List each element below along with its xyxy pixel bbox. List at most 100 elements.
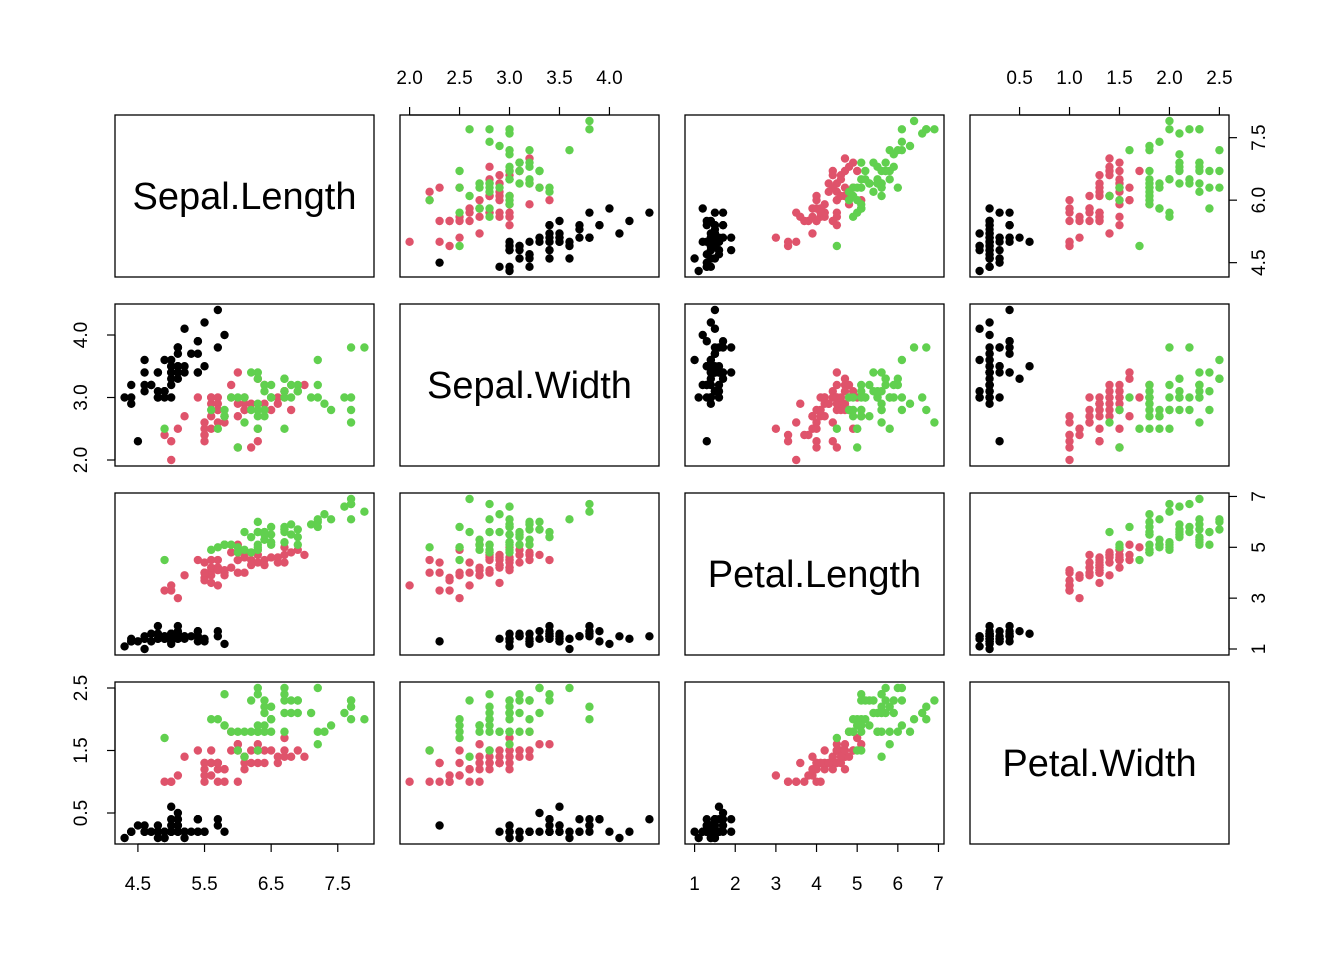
data-point: [253, 758, 263, 768]
data-point: [435, 777, 444, 786]
data-point: [300, 380, 309, 390]
data-point: [280, 727, 289, 736]
tick-label: 5: [852, 874, 863, 895]
data-point: [525, 200, 534, 209]
data-point: [922, 405, 931, 415]
data-point: [525, 752, 534, 761]
data-point: [160, 777, 169, 786]
data-point: [346, 515, 356, 524]
data-point: [718, 208, 728, 217]
y-axis-Petal.Width-left: 0.5 1.5 2.5: [71, 675, 116, 826]
data-point: [857, 200, 866, 209]
data-point: [206, 405, 216, 415]
data-point: [200, 430, 209, 440]
data-point: [889, 162, 898, 172]
data-point: [800, 216, 809, 226]
data-point: [1065, 418, 1074, 427]
data-point: [726, 827, 736, 836]
data-point: [495, 727, 504, 736]
data-point: [575, 815, 584, 824]
data-point: [1145, 393, 1154, 402]
data-point: [1155, 204, 1164, 213]
data-point: [995, 245, 1004, 255]
data-point: [1215, 145, 1224, 155]
data-point: [246, 560, 256, 570]
data-point: [893, 374, 903, 383]
data-point: [213, 399, 223, 408]
data-point: [313, 727, 322, 736]
data-point: [1025, 629, 1034, 638]
data-point: [253, 399, 263, 408]
data-point: [465, 752, 474, 761]
data-point: [120, 642, 129, 651]
data-point: [1195, 520, 1204, 529]
data-point: [340, 502, 349, 511]
data-point: [226, 563, 236, 572]
data-point: [905, 727, 915, 736]
data-point: [300, 550, 309, 560]
data-point: [812, 437, 821, 446]
data-point: [840, 154, 850, 163]
data-point: [505, 708, 514, 718]
data-point: [545, 690, 554, 699]
tick-label: 4.0: [71, 322, 92, 348]
data-point: [1165, 212, 1174, 222]
data-point: [1175, 374, 1184, 383]
data-point: [240, 553, 249, 562]
data-point: [495, 262, 504, 272]
data-point: [1105, 191, 1114, 201]
tick-label: 1: [1249, 644, 1270, 655]
data-point: [844, 380, 854, 390]
data-point: [240, 758, 249, 768]
data-point: [869, 708, 878, 718]
data-point: [206, 412, 216, 421]
data-point: [485, 540, 494, 549]
data-point: [710, 208, 720, 217]
data-point: [1145, 510, 1154, 519]
data-point: [1065, 565, 1074, 575]
data-point: [160, 355, 169, 365]
data-point: [226, 380, 236, 390]
data-point: [1205, 405, 1214, 415]
data-point: [495, 634, 504, 644]
data-point: [505, 237, 514, 247]
data-point: [180, 833, 189, 843]
data-point: [918, 393, 927, 402]
data-point: [200, 424, 209, 433]
data-point: [485, 212, 494, 222]
data-point: [193, 368, 203, 377]
data-point: [836, 758, 846, 768]
data-point: [286, 752, 296, 761]
data-point: [1105, 229, 1114, 238]
data-point: [193, 349, 203, 358]
data-point: [800, 777, 809, 786]
data-point: [455, 233, 464, 242]
data-point: [824, 758, 833, 768]
data-point: [575, 827, 584, 836]
data-point: [702, 262, 711, 272]
data-point: [585, 815, 594, 824]
data-point: [909, 116, 919, 126]
data-point: [1155, 183, 1164, 192]
data-point: [1175, 179, 1184, 188]
data-point: [922, 702, 931, 711]
data-point: [485, 162, 494, 172]
data-point: [702, 815, 711, 824]
data-point: [160, 733, 169, 743]
data-point: [1145, 380, 1154, 390]
data-point: [153, 393, 163, 402]
data-point: [565, 683, 574, 693]
data-point: [233, 443, 243, 452]
data-point: [266, 405, 276, 415]
data-point: [865, 380, 874, 390]
data-point: [280, 387, 289, 396]
data-point: [286, 393, 296, 402]
data-point: [585, 233, 594, 242]
data-point: [180, 752, 189, 761]
data-point: [360, 343, 369, 352]
data-point: [1005, 621, 1014, 631]
data-point: [985, 621, 994, 631]
data-point: [975, 355, 984, 365]
data-point: [1155, 137, 1164, 147]
data-point: [1165, 175, 1174, 184]
